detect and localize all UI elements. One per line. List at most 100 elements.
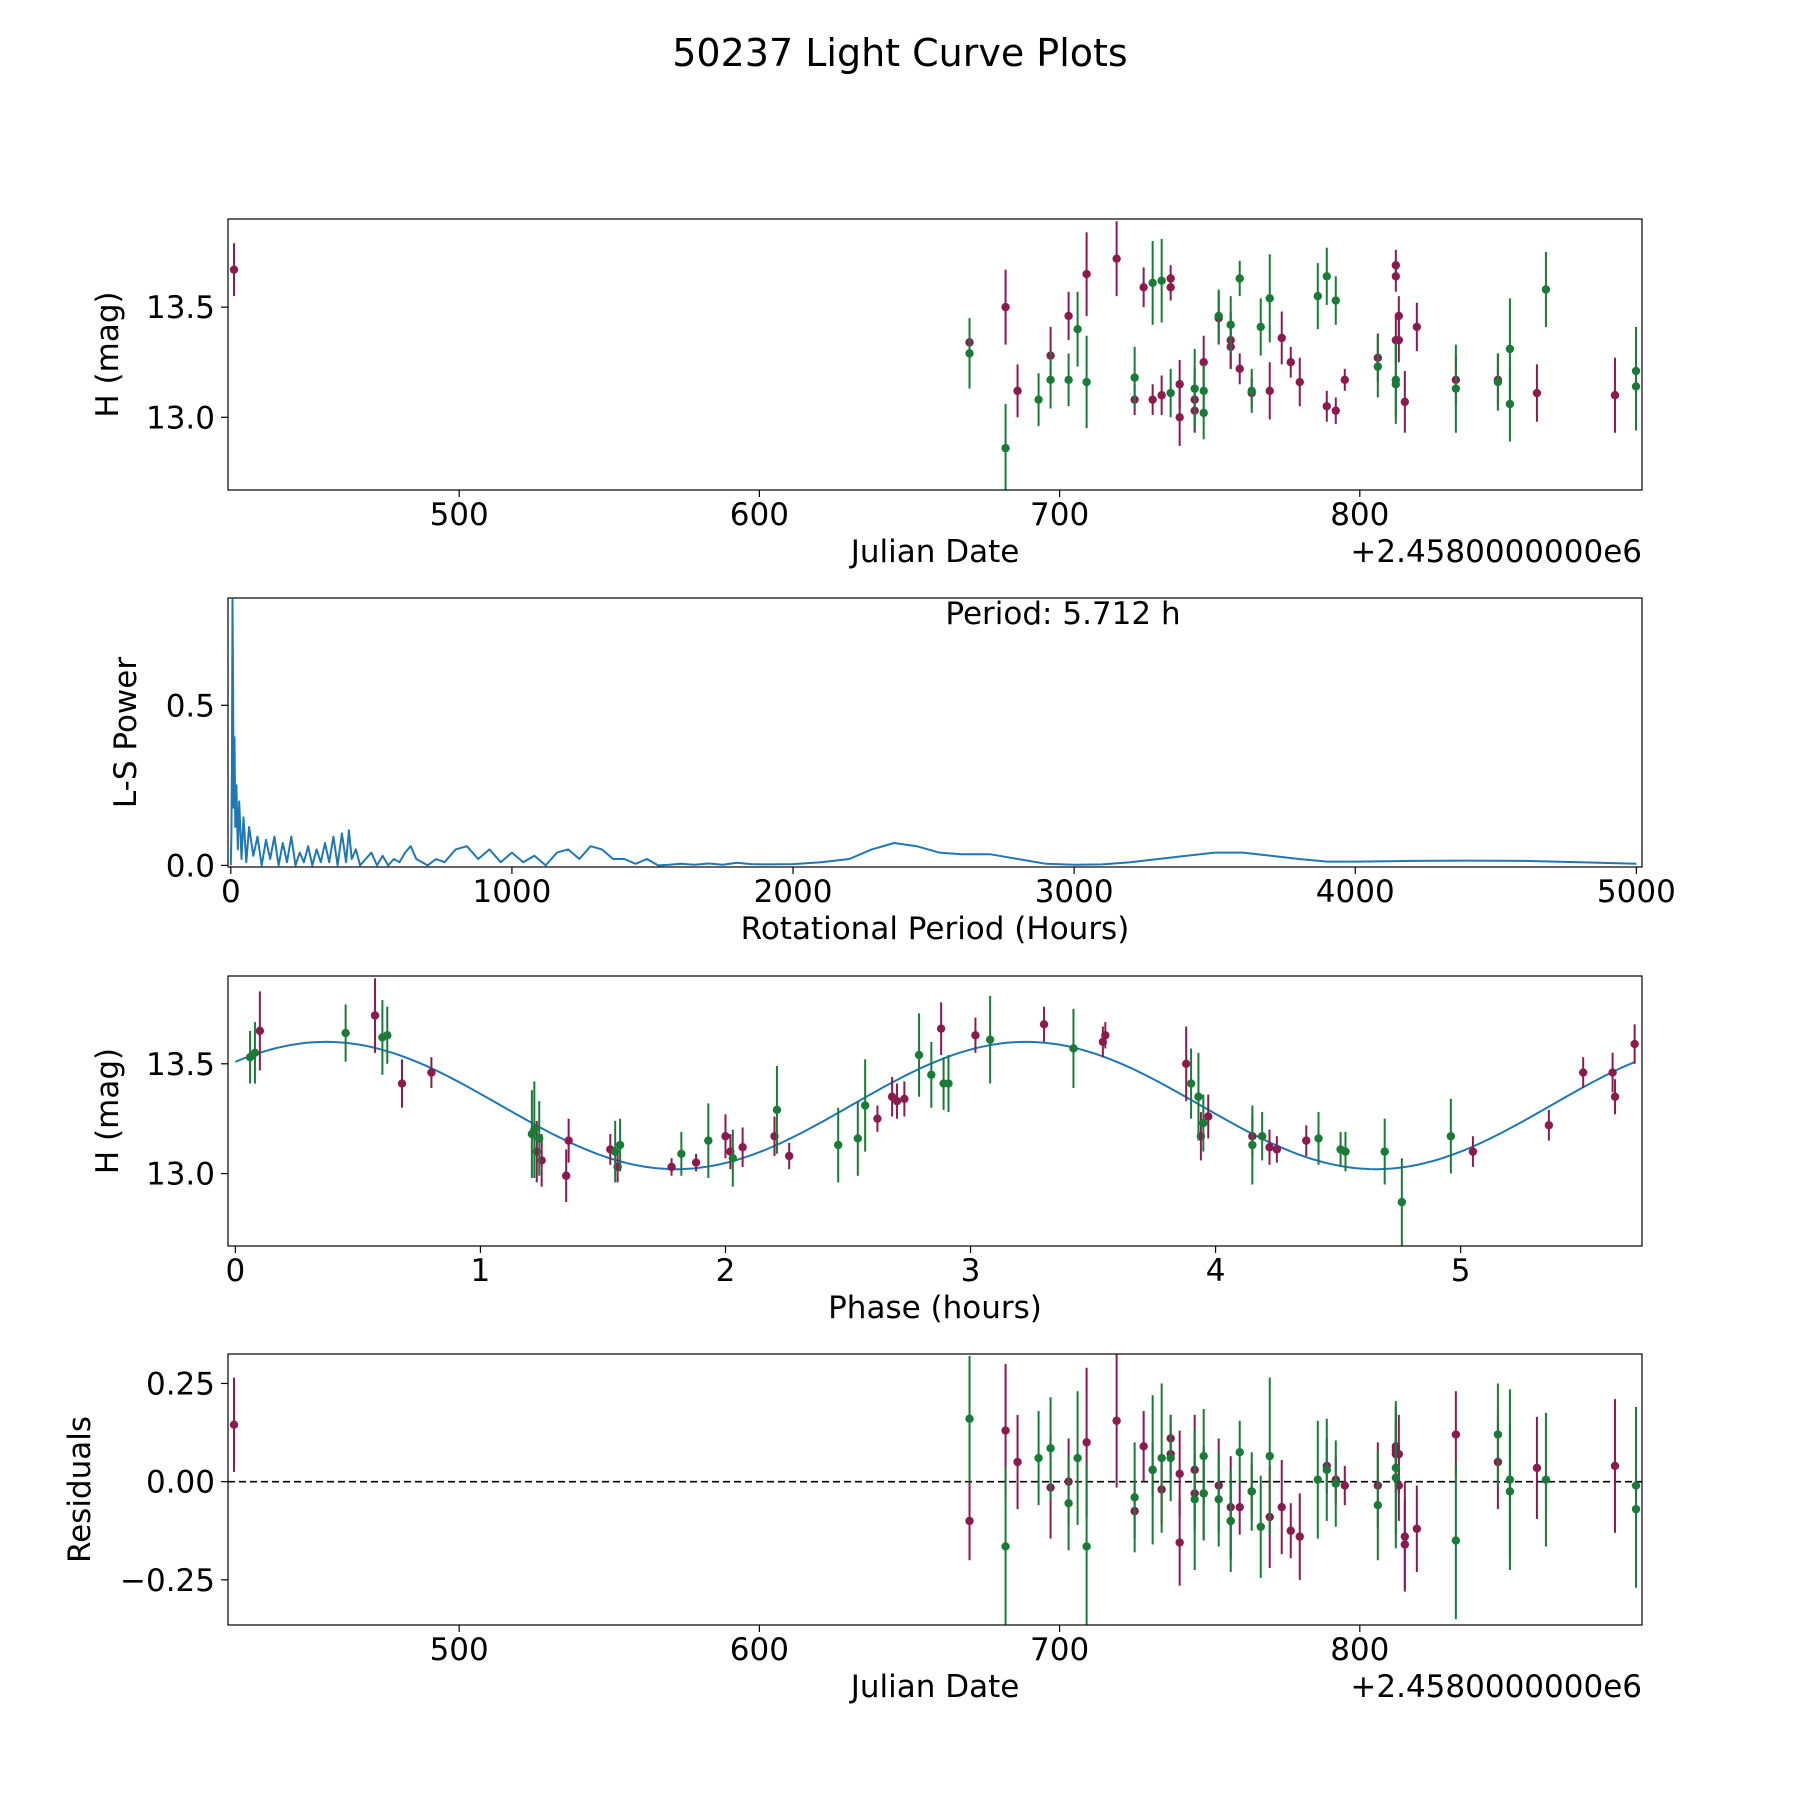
- y-axis-label: H (mag): [90, 1048, 126, 1174]
- data-point: [1046, 375, 1055, 385]
- data-point: [1446, 1132, 1456, 1141]
- data-point: [873, 1114, 882, 1123]
- x-tick-label: 3: [961, 1253, 981, 1289]
- data-point: [1247, 1487, 1256, 1496]
- data-point: [1139, 283, 1148, 292]
- data-point: [677, 1149, 686, 1159]
- data-point: [255, 1026, 265, 1036]
- data-point: [1631, 1504, 1641, 1514]
- y-tick-label: 0.00: [146, 1465, 215, 1501]
- data-point: [1235, 1502, 1244, 1512]
- axes-frame: [227, 597, 1643, 868]
- phased-panel: 0 1 2 3 4 5 13.0 13.5 Phase (hours) H (mag): [90, 975, 1643, 1326]
- data-point: [1272, 1145, 1282, 1154]
- data-point: [1214, 1495, 1223, 1504]
- data-point: [1331, 296, 1340, 305]
- data-point: [1064, 375, 1073, 385]
- data-point: [1073, 324, 1082, 334]
- data-point: [1214, 311, 1223, 321]
- data-point: [1130, 373, 1139, 382]
- data-point: [1001, 1542, 1010, 1551]
- data-point: [1341, 1147, 1350, 1156]
- data-point: [1322, 1465, 1331, 1475]
- y-tick-label: 0.5: [166, 688, 215, 724]
- x-tick-label: 800: [1330, 497, 1389, 533]
- data-point: [1112, 1416, 1121, 1425]
- data-point: [1247, 386, 1256, 396]
- data-point: [1064, 1499, 1073, 1508]
- data-point: [1199, 1489, 1208, 1498]
- data-point: [1265, 294, 1274, 303]
- period-annotation: Period: 5.712 h: [945, 596, 1180, 632]
- data-point: [892, 1096, 902, 1106]
- plot-area: [229, 598, 1637, 867]
- data-point: [1166, 1453, 1175, 1463]
- data-point: [971, 1031, 980, 1040]
- data-point: [1391, 375, 1401, 385]
- data-point: [1101, 1031, 1110, 1040]
- data-point: [1235, 364, 1244, 374]
- data-point: [1265, 1451, 1274, 1461]
- axes-frame: [227, 1353, 1643, 1626]
- data-point: [1505, 1487, 1515, 1496]
- data-point: [1373, 362, 1383, 371]
- y-tick-label: 13.0: [146, 1157, 215, 1193]
- data-point: [341, 1028, 350, 1038]
- x-axis-label: Julian Date: [849, 1669, 1020, 1705]
- data-point: [738, 1143, 747, 1152]
- data-point: [1277, 333, 1286, 343]
- plot-area: [235, 978, 1639, 1246]
- data-point: [1265, 1143, 1274, 1152]
- data-point: [1610, 391, 1620, 400]
- data-point: [704, 1136, 713, 1145]
- y-tick-label: 13.0: [146, 400, 215, 436]
- data-point: [721, 1132, 730, 1141]
- data-point: [1451, 1430, 1461, 1439]
- data-point: [1451, 384, 1461, 393]
- x-axis-label: Phase (hours): [828, 1290, 1042, 1326]
- x-tick-label: 700: [1030, 497, 1089, 533]
- data-point: [927, 1070, 936, 1079]
- data-point: [1186, 1079, 1196, 1088]
- x-tick-label: 4: [1206, 1253, 1226, 1289]
- periodogram-panel: 0 1000 2000 3000 4000 5000 0.0 0.5 Rotational Pe…: [108, 596, 1676, 947]
- data-point: [610, 1147, 620, 1156]
- data-point: [1166, 283, 1175, 292]
- data-point: [1082, 269, 1091, 279]
- x-tick-label: 4000: [1316, 874, 1395, 910]
- data-point: [1046, 1444, 1055, 1453]
- data-point: [1069, 1044, 1078, 1053]
- data-point: [535, 1134, 544, 1143]
- data-point: [1013, 1457, 1022, 1467]
- data-point: [1013, 386, 1022, 396]
- data-point: [1148, 1465, 1157, 1475]
- x-tick-label: 700: [1030, 1632, 1089, 1668]
- data-point: [1235, 274, 1244, 283]
- data-point: [1630, 1039, 1639, 1049]
- data-point: [1608, 1068, 1617, 1077]
- data-point: [1313, 1475, 1322, 1484]
- data-point: [1532, 1463, 1542, 1473]
- data-point: [853, 1134, 863, 1143]
- data-point: [1082, 377, 1091, 387]
- data-point: [250, 1048, 260, 1058]
- data-point: [561, 1171, 571, 1180]
- data-point: [1175, 413, 1184, 422]
- data-point: [1148, 395, 1157, 404]
- data-point: [1082, 1542, 1091, 1551]
- data-point: [1451, 1536, 1461, 1545]
- data-point: [1175, 1538, 1184, 1547]
- data-point: [1394, 311, 1404, 321]
- data-point: [1256, 322, 1265, 332]
- data-point: [1505, 344, 1515, 354]
- data-point: [1541, 285, 1551, 294]
- data-point: [1194, 1092, 1203, 1101]
- data-point: [1112, 254, 1121, 263]
- x-tick-label: 0: [225, 1253, 245, 1289]
- data-point: [1314, 1134, 1323, 1143]
- data-point: [1544, 1121, 1554, 1130]
- data-point: [1166, 388, 1175, 398]
- data-point: [1034, 1453, 1043, 1463]
- data-point: [1340, 1481, 1349, 1490]
- data-point: [965, 1414, 974, 1424]
